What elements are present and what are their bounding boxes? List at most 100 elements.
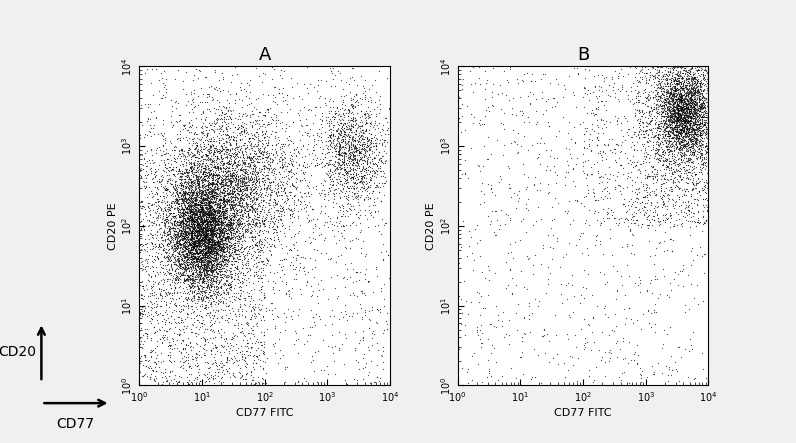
Point xyxy=(180,209,193,216)
Point xyxy=(642,103,654,110)
Point xyxy=(240,250,253,257)
Point xyxy=(178,247,190,254)
Point xyxy=(176,234,189,241)
Point xyxy=(636,118,649,125)
Point xyxy=(678,127,691,134)
Point xyxy=(689,79,701,86)
Point xyxy=(694,116,707,123)
Point xyxy=(672,116,685,123)
Point xyxy=(199,211,212,218)
Point xyxy=(207,206,220,213)
Point xyxy=(213,228,225,235)
Point xyxy=(267,228,280,235)
Point xyxy=(136,216,149,223)
Point xyxy=(153,161,166,168)
Point xyxy=(648,93,661,101)
Point xyxy=(208,223,220,230)
Point xyxy=(337,207,349,214)
Point xyxy=(193,197,205,204)
Point xyxy=(201,228,214,235)
Point xyxy=(211,250,224,257)
Point xyxy=(137,226,150,233)
Point xyxy=(189,196,201,203)
Point xyxy=(642,151,654,158)
Point xyxy=(213,238,226,245)
Point xyxy=(197,236,210,243)
Point xyxy=(336,165,349,172)
Point xyxy=(647,172,660,179)
Point xyxy=(561,335,574,342)
Point xyxy=(193,245,206,253)
Point xyxy=(682,89,695,96)
Point xyxy=(370,113,383,120)
Point xyxy=(548,103,561,110)
Point xyxy=(696,128,708,135)
Point xyxy=(610,340,622,347)
Point xyxy=(194,201,207,208)
Point xyxy=(249,187,262,194)
Point xyxy=(187,166,200,173)
Point xyxy=(221,354,234,361)
Point xyxy=(183,201,196,208)
Point xyxy=(250,352,263,359)
Point xyxy=(669,269,681,276)
Point xyxy=(150,209,162,216)
Point xyxy=(193,188,205,195)
Point xyxy=(217,256,230,264)
Point xyxy=(571,196,583,203)
Point xyxy=(210,249,223,256)
Point xyxy=(188,220,201,227)
Point xyxy=(235,145,248,152)
Point xyxy=(180,190,193,197)
Point xyxy=(681,142,694,149)
Point xyxy=(674,113,687,120)
Point xyxy=(149,168,162,175)
Point xyxy=(583,372,595,379)
Point xyxy=(158,184,170,191)
Point xyxy=(325,82,338,89)
Point xyxy=(195,160,208,167)
Point xyxy=(251,215,263,222)
Point xyxy=(331,184,344,191)
Point xyxy=(213,204,226,211)
Point xyxy=(200,244,213,251)
Point xyxy=(696,213,709,220)
Point xyxy=(636,206,649,213)
Point xyxy=(207,283,220,290)
Point xyxy=(199,220,212,227)
Point xyxy=(282,168,295,175)
Point xyxy=(188,184,201,191)
Point xyxy=(263,120,275,128)
Point xyxy=(686,143,699,150)
Point xyxy=(188,282,201,289)
Point xyxy=(226,220,239,227)
Point xyxy=(298,159,310,166)
Point xyxy=(343,273,356,280)
Point xyxy=(205,299,218,306)
Point xyxy=(259,192,271,199)
Point xyxy=(193,179,205,186)
Point xyxy=(360,114,373,121)
Point xyxy=(222,221,235,228)
Point xyxy=(197,245,209,253)
Point xyxy=(532,204,544,211)
Point xyxy=(230,176,243,183)
Point xyxy=(638,174,651,181)
Point xyxy=(193,252,205,259)
Point xyxy=(685,171,697,179)
Point xyxy=(258,169,271,176)
Point xyxy=(177,263,189,270)
Point xyxy=(633,288,646,295)
Point xyxy=(164,225,177,233)
Point xyxy=(185,284,197,291)
Point xyxy=(205,227,218,234)
Point xyxy=(198,188,211,195)
Point xyxy=(252,352,265,359)
Point xyxy=(302,212,314,219)
Point xyxy=(679,74,692,81)
Point xyxy=(262,168,275,175)
Point xyxy=(150,368,162,375)
Point xyxy=(256,172,269,179)
Point xyxy=(701,81,714,88)
Point xyxy=(682,86,695,93)
